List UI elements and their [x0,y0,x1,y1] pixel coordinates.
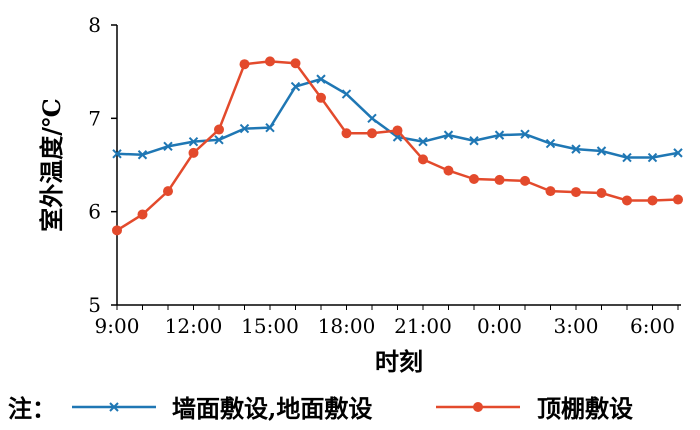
legend-item: 墙面敷设,地面敷设 [72,394,372,423]
legend-items: 墙面敷设,地面敷设 顶棚敷设 [72,394,633,423]
data-point [367,113,377,124]
legend: 注： 墙面敷设,地面敷设 顶棚敷设 [8,394,633,423]
data-point [596,188,607,198]
series-2 [112,56,683,236]
data-point [443,130,454,140]
series-1 [112,74,683,163]
series-line [116,60,679,232]
data-point [239,123,250,134]
x-tick-label: 3:00 [554,314,599,338]
data-point [341,89,352,99]
data-point [647,195,658,206]
data-point [163,141,173,152]
data-point [163,186,173,197]
data-point [622,195,632,206]
data-point [494,130,505,140]
x-tick-label: 21:00 [394,314,452,338]
data-point [545,138,556,149]
legend-label: 墙面敷设,地面敷设 [172,394,372,423]
data-point [265,122,275,133]
data-point [473,402,483,412]
y-tick-label: 8 [88,13,101,37]
data-point [673,194,683,205]
data-point [545,186,556,197]
data-point [418,154,428,165]
data-point [673,148,683,158]
data-point [469,136,479,146]
data-point [188,136,199,147]
data-point [316,92,326,103]
data-point [316,74,326,84]
y-tick-label: 7 [88,106,101,130]
x-ticks: 9:00 12:00 15:00 18:00 21:00 0:00 3:00 6:00 [95,305,679,338]
x-axis-title: 时刻 [375,347,423,376]
data-point [341,128,352,139]
data-point [520,129,530,139]
x-tick-label: 15:00 [241,314,299,338]
data-point [214,124,224,135]
data-point [188,147,199,158]
legend-note: 注： [8,394,56,423]
data-point [392,125,403,136]
data-point [443,165,454,176]
data-point [469,174,479,184]
data-point [214,135,224,145]
data-point [137,150,148,160]
x-tick-label: 6:00 [630,314,675,338]
y-ticks: 5 6 7 8 [88,13,117,317]
legend-item: 顶棚敷设 [436,394,633,423]
legend-label: 顶棚敷设 [537,394,633,423]
axes [116,25,681,306]
data-point [571,187,581,198]
data-point [367,128,377,139]
data-point [418,136,428,147]
data-point [265,56,275,67]
data-point [109,402,119,412]
y-axis-title: 室外温度/℃ [37,98,66,232]
data-point [647,152,658,163]
series-layer [112,56,683,236]
y-tick-label: 6 [88,200,101,224]
data-point [494,174,505,185]
x-tick-label: 9:00 [95,314,140,338]
x-tick-label: 12:00 [165,314,223,338]
x-tick-label: 0:00 [477,314,522,338]
data-point [290,58,301,69]
x-tick-label: 18:00 [318,314,376,338]
y-tick-label: 5 [88,293,101,317]
data-point [112,225,122,236]
data-point [622,152,632,163]
data-point [520,175,530,186]
data-point [137,209,148,220]
data-point [112,149,122,159]
data-point [571,144,581,154]
data-point [239,59,250,70]
data-point [596,146,607,156]
data-point [290,81,301,92]
